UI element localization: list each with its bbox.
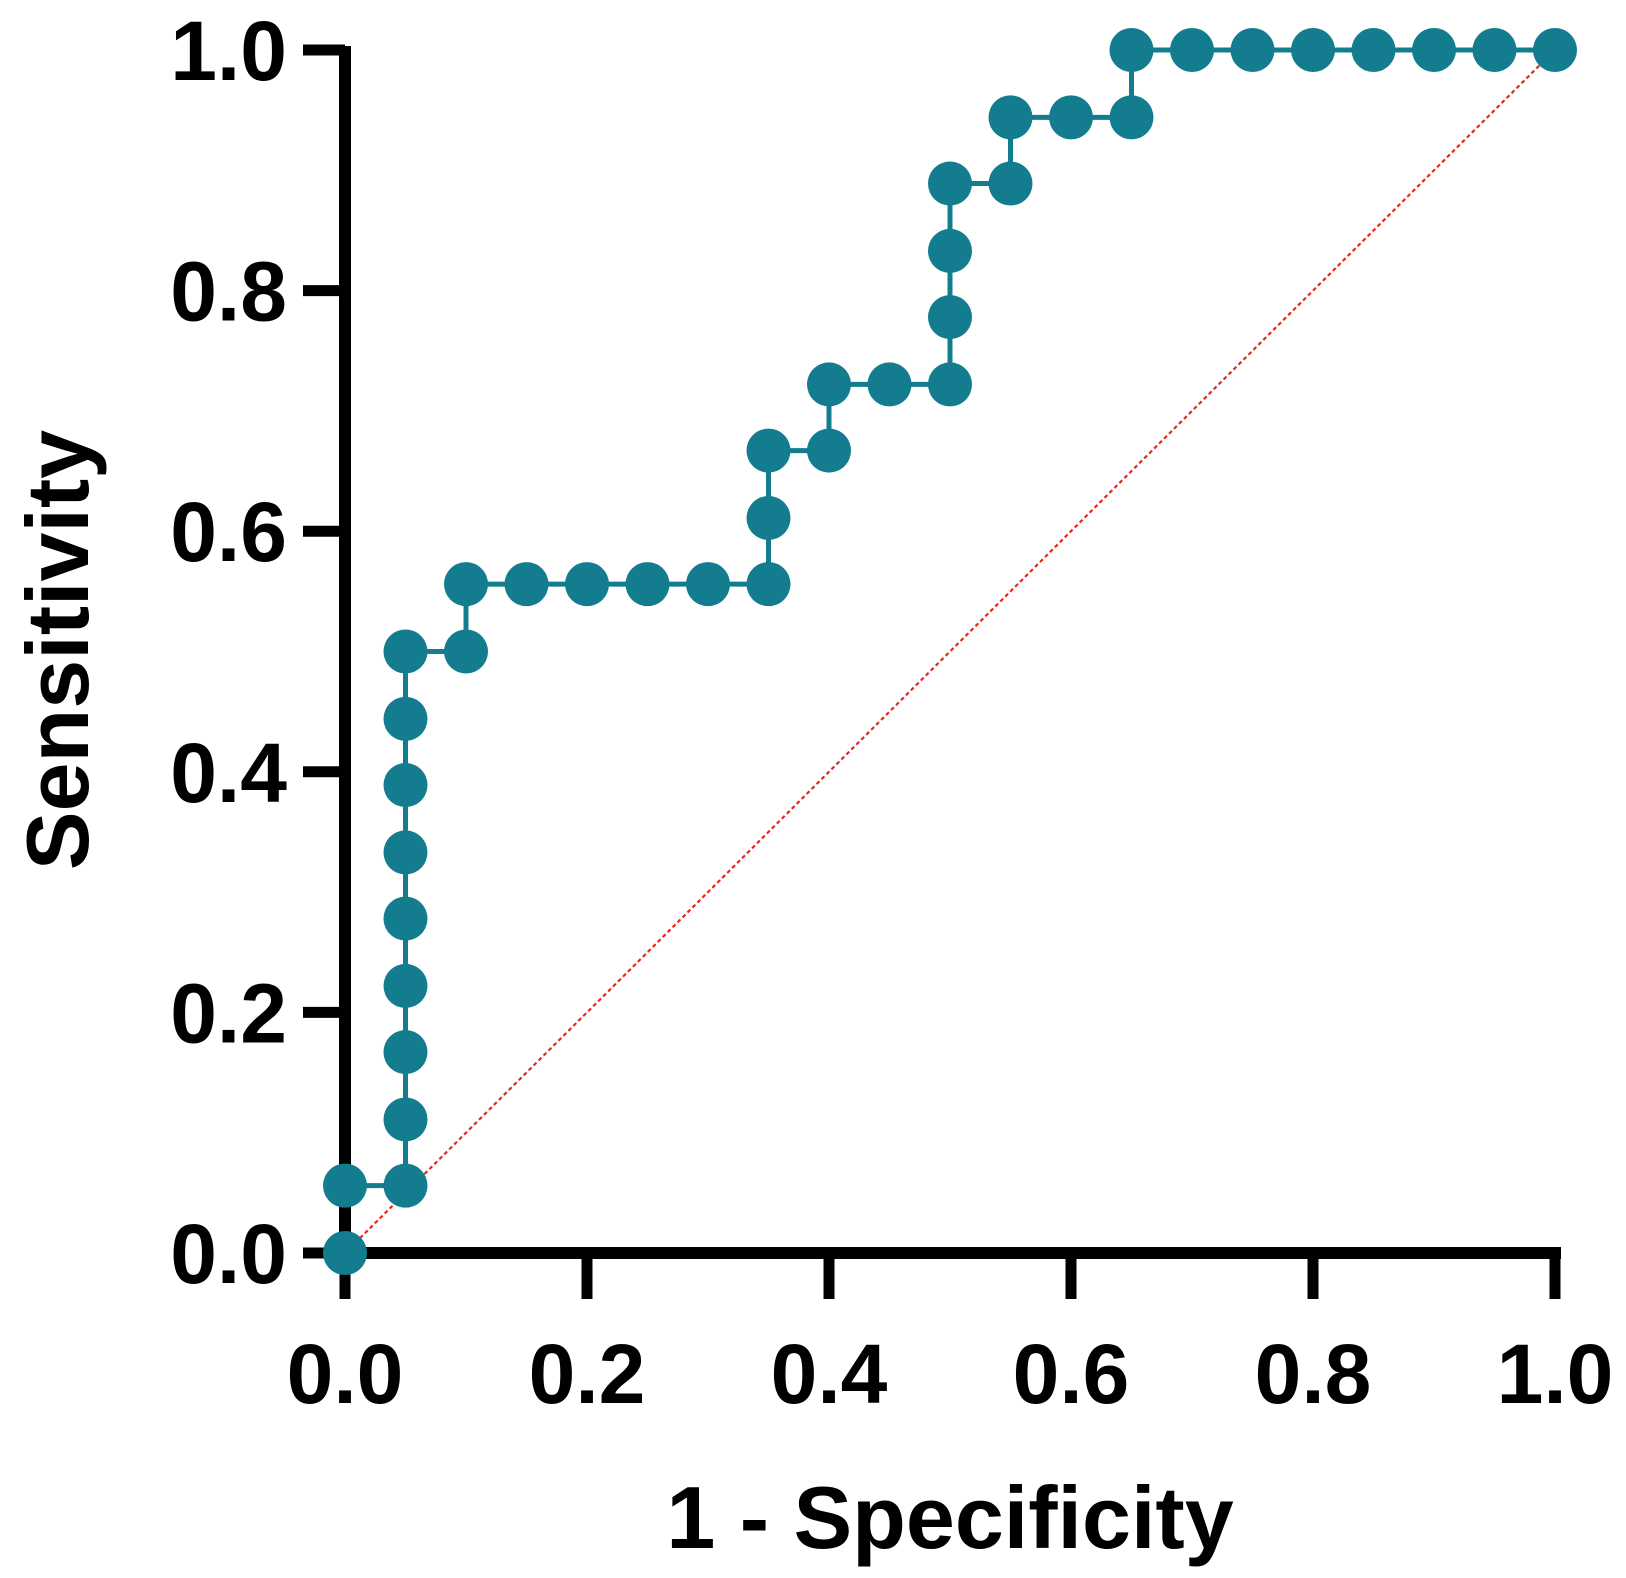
roc-point xyxy=(1170,28,1214,72)
roc-point xyxy=(383,1097,428,1142)
roc-point xyxy=(1291,28,1335,72)
reference-diagonal-line xyxy=(344,49,1556,1254)
roc-point xyxy=(383,1163,428,1208)
x-tick-label: 0.8 xyxy=(1255,1327,1372,1421)
roc-point xyxy=(323,1163,367,1208)
x-tick-label: 0.6 xyxy=(1013,1327,1130,1421)
roc-point xyxy=(1412,28,1456,72)
roc-point xyxy=(807,428,851,473)
roc-point xyxy=(928,362,972,407)
roc-point xyxy=(1109,28,1154,72)
roc-points-layer xyxy=(323,28,1577,1275)
roc-point xyxy=(383,830,428,875)
roc-point xyxy=(383,1030,428,1075)
y-tick-label: 0.0 xyxy=(170,1207,287,1301)
x-ticks: 0.0 0.2 0.4 0.6 0.8 1.0 xyxy=(287,1253,1614,1421)
roc-point xyxy=(383,696,428,741)
roc-point xyxy=(928,295,972,340)
roc-point xyxy=(444,562,488,607)
roc-point xyxy=(746,428,791,473)
roc-point xyxy=(383,629,428,674)
x-tick-label: 0.0 xyxy=(287,1327,404,1421)
roc-point xyxy=(1351,28,1396,72)
roc-point xyxy=(686,562,730,607)
roc-point xyxy=(383,896,428,941)
roc-point xyxy=(625,562,670,607)
roc-point xyxy=(504,562,549,607)
y-ticks: 0.0 0.2 0.4 0.6 0.8 1.0 xyxy=(170,4,345,1301)
x-tick-label: 0.2 xyxy=(529,1327,646,1421)
roc-point xyxy=(988,95,1033,140)
x-axis-title: 1 - Specificity xyxy=(666,1468,1233,1567)
roc-point xyxy=(383,763,428,808)
x-tick-label: 1.0 xyxy=(1497,1327,1614,1421)
roc-point xyxy=(565,562,609,607)
roc-point xyxy=(1472,28,1517,72)
x-tick-label: 0.4 xyxy=(771,1327,888,1421)
roc-point xyxy=(867,362,912,407)
axes-layer: 0.0 0.2 0.4 0.6 0.8 1.0 0.0 0.2 0.4 0.6 0.8 1.0 xyxy=(170,4,1613,1421)
y-tick-label: 0.8 xyxy=(170,245,287,339)
roc-point xyxy=(1049,95,1093,140)
roc-point xyxy=(1230,28,1275,72)
roc-point xyxy=(746,562,791,607)
roc-point xyxy=(1109,95,1154,140)
y-tick-label: 0.4 xyxy=(170,726,287,820)
roc-point xyxy=(383,963,428,1008)
reference-line-layer xyxy=(344,49,1556,1254)
roc-point xyxy=(746,495,791,540)
roc-point xyxy=(928,228,972,273)
roc-point xyxy=(1533,28,1577,72)
roc-point xyxy=(444,629,488,674)
y-tick-label: 0.6 xyxy=(170,485,287,579)
roc-point xyxy=(928,161,972,206)
roc-point xyxy=(323,1231,367,1275)
roc-point xyxy=(988,161,1033,206)
y-axis-title: Sensitivity xyxy=(8,430,107,870)
y-tick-label: 0.2 xyxy=(170,966,287,1060)
roc-point xyxy=(807,362,851,407)
y-tick-label: 1.0 xyxy=(170,4,287,98)
